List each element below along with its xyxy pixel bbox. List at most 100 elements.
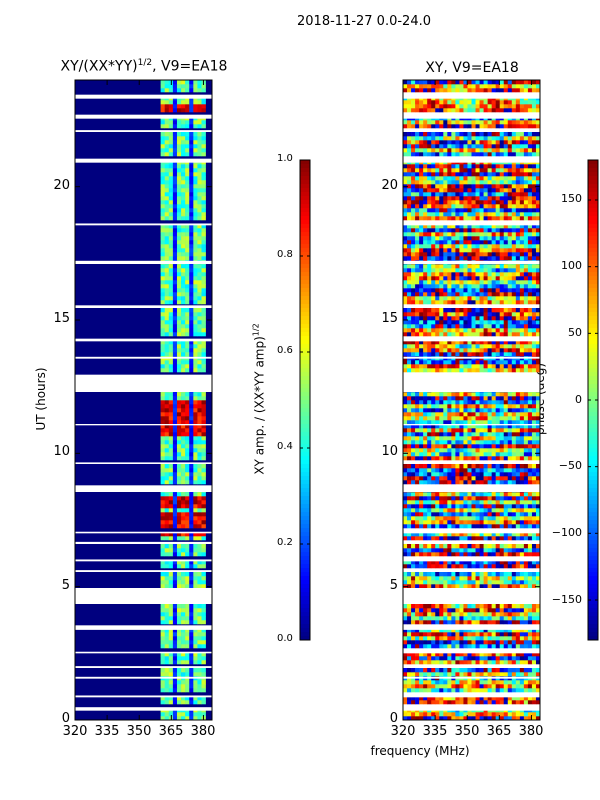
right-heatmap-cell [475, 544, 480, 549]
left-heatmap-cell [172, 420, 178, 425]
right-heatmap-cell [439, 504, 444, 509]
right-heatmap-cell [455, 440, 460, 445]
right-heatmap-cell [407, 308, 412, 313]
left-heatmap-cell [197, 152, 202, 157]
right-heatmap-cell [463, 404, 468, 409]
right-heatmap-cell [411, 456, 416, 461]
right-heatmap-cell [435, 436, 440, 441]
left-heatmap-cell [185, 532, 190, 537]
right-heatmap-cell [415, 444, 420, 449]
right-heatmap-cell [439, 352, 444, 357]
right-heatmap-cell [419, 564, 424, 569]
left-xtick-label: 335 [94, 724, 120, 739]
left-heatmap-cell [189, 152, 194, 157]
right-heatmap-cell [435, 572, 440, 577]
left-heatmap-cell [185, 248, 190, 253]
right-heatmap-cell [431, 244, 436, 249]
right-heatmap-cell [455, 536, 460, 541]
right-heatmap-cell [475, 512, 480, 517]
right-heatmap-cell [459, 576, 464, 581]
left-heatmap-cell [189, 608, 194, 613]
right-heatmap-cell [407, 328, 412, 333]
right-heatmap-cell [483, 532, 488, 537]
right-heatmap-cell [535, 272, 541, 277]
right-heatmap-cell [455, 428, 460, 433]
right-heatmap-cell [455, 412, 460, 417]
right-heatmap-cell [515, 652, 521, 657]
left-heatmap-cell [160, 392, 166, 397]
right-heatmap-cell [507, 464, 513, 469]
right-heatmap-cell [431, 420, 436, 425]
right-heatmap-cell [403, 344, 408, 349]
right-heatmap-cell [447, 340, 452, 345]
right-heatmap-cell [531, 240, 537, 245]
left-heatmap-cell [181, 360, 186, 365]
right-heatmap-cell [407, 236, 412, 241]
left-heatmap-cell [193, 464, 198, 469]
right-heatmap-cell [491, 428, 496, 433]
right-heatmap-cell [423, 468, 428, 473]
right-heatmap-cell [463, 320, 468, 325]
right-heatmap-cell [471, 252, 476, 257]
right-heatmap-cell [483, 576, 488, 581]
left-heatmap-cell [160, 468, 166, 473]
right-heatmap-cell [527, 504, 533, 509]
right-heatmap-cell [451, 308, 456, 313]
left-heatmap-cell [181, 672, 186, 677]
right-heatmap-cell [459, 620, 464, 625]
right-heatmap-cell [527, 512, 533, 517]
right-heatmap-cell [451, 512, 456, 517]
left-heatmap-cell [201, 432, 206, 437]
right-heatmap-cell [423, 252, 428, 257]
left-heatmap-cell [181, 716, 186, 721]
right-heatmap-cell [431, 416, 436, 421]
left-heatmap-cell [189, 504, 194, 509]
right-heatmap-cell [419, 408, 424, 413]
left-heatmap-cell [172, 652, 178, 657]
right-heatmap-cell [483, 476, 488, 481]
right-heatmap-cell [459, 360, 464, 365]
right-heatmap-cell [411, 524, 416, 529]
right-heatmap-cell [431, 412, 436, 417]
left-heatmap-cell [185, 420, 190, 425]
left-heatmap-cell [181, 656, 186, 661]
right-heatmap-cell [483, 408, 488, 413]
right-heatmap-cell [455, 668, 460, 673]
right-heatmap-cell [459, 408, 464, 413]
right-heatmap-cell [527, 640, 533, 645]
left-heatmap-cell [193, 228, 198, 233]
right-heatmap-cell [491, 240, 496, 245]
left-heatmap-cell [189, 216, 194, 221]
right-heatmap-cell [459, 672, 464, 677]
right-heatmap-cell [503, 400, 509, 405]
left-panel-title: XY/(XX*YY)1/2, V9=EA18 [30, 58, 258, 75]
left-heatmap-cell [201, 512, 206, 517]
left-heatmap-cell [164, 364, 170, 369]
left-heatmap-cell [201, 620, 206, 625]
right-heatmap-cell [419, 248, 424, 253]
right-heatmap-cell [403, 532, 408, 537]
right-heatmap-cell [507, 416, 513, 421]
colorbar-amp-tick: 0.8 [277, 249, 293, 260]
right-heatmap-cell [467, 392, 472, 397]
right-heatmap-cell [455, 496, 460, 501]
right-heatmap-cell [459, 612, 464, 617]
right-heatmap-cell [523, 360, 529, 365]
right-heatmap-cell [467, 252, 472, 257]
right-heatmap-cell [527, 432, 533, 437]
right-heatmap-cell [411, 652, 416, 657]
left-heatmap-cell [197, 184, 202, 189]
right-heatmap-cell [487, 604, 492, 609]
right-heatmap-cell [519, 536, 525, 541]
right-heatmap-cell [475, 608, 480, 613]
right-heatmap-cell [451, 672, 456, 677]
left-heatmap-cell [193, 100, 198, 105]
right-heatmap-cell [467, 412, 472, 417]
left-heatmap-cell [168, 560, 174, 565]
right-heatmap-cell [431, 352, 436, 357]
right-heatmap-cell [455, 548, 460, 553]
right-heatmap-cell [535, 252, 541, 257]
right-heatmap-cell [407, 404, 412, 409]
left-heatmap-cell [189, 172, 194, 177]
right-heatmap-cell [531, 288, 537, 293]
